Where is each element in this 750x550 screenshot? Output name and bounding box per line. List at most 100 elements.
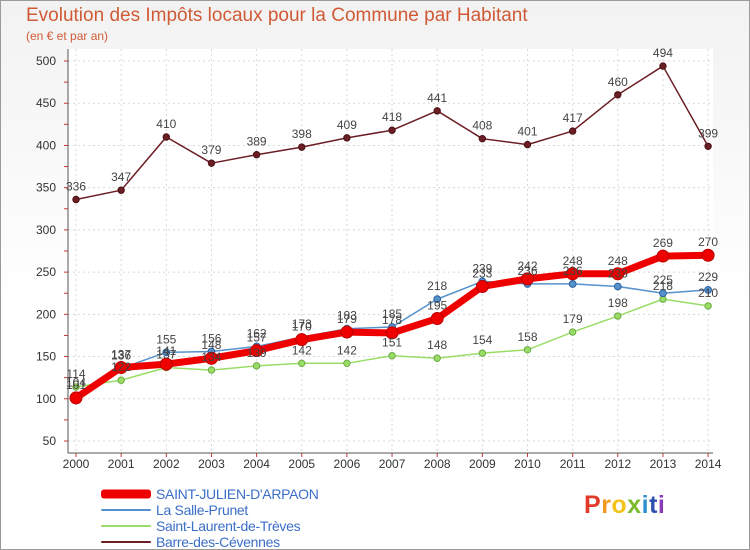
data-label-saint-julien-d-arpaon: 170	[292, 320, 312, 334]
x-tick-label: 2005	[288, 457, 315, 471]
plot-background	[68, 49, 713, 453]
y-tick-label: 150	[36, 350, 56, 364]
data-point-saint-laurent-de-treves	[614, 312, 622, 320]
data-point-barre-des-cevennes	[433, 107, 441, 115]
data-label-saint-laurent-de-treves: 139	[247, 346, 267, 360]
data-point-saint-julien-d-arpaon	[566, 267, 580, 281]
data-label-la-salle-prunet: 183	[337, 309, 357, 323]
data-label-la-salle-prunet: 218	[427, 279, 447, 293]
data-point-saint-julien-d-arpaon	[611, 267, 625, 281]
data-point-la-salle-prunet	[162, 348, 171, 357]
x-tick-label: 2007	[379, 457, 406, 471]
data-point-saint-julien-d-arpaon	[656, 249, 670, 263]
data-point-barre-des-cevennes	[207, 159, 216, 167]
data-point-barre-des-cevennes	[523, 140, 532, 149]
data-label-barre-des-cevennes: 418	[382, 110, 402, 124]
y-tick-label: 200	[36, 307, 56, 321]
data-point-saint-julien-d-arpaon	[701, 248, 715, 262]
series-layer	[69, 62, 715, 405]
data-label-saint-laurent-de-treves: 142	[292, 343, 312, 357]
axis-layer: 50 100 150 200 250 300 350 400 450 500 2000 2001 200…	[36, 49, 722, 471]
data-label-la-salle-prunet: 104	[66, 375, 86, 389]
data-label-saint-laurent-de-treves: 114	[66, 367, 85, 381]
y-tick-label: 100	[36, 392, 56, 406]
data-label-saint-laurent-de-treves: 122	[111, 360, 131, 374]
logo-letter: x	[627, 491, 642, 519]
data-label-saint-julien-d-arpaon: 248	[563, 254, 583, 268]
data-point-saint-laurent-de-treves	[298, 359, 306, 368]
data-label-la-salle-prunet: 233	[608, 266, 628, 280]
data-point-saint-laurent-de-treves	[252, 362, 261, 370]
data-point-saint-julien-d-arpaon	[204, 351, 218, 365]
data-label-la-salle-prunet: 173	[292, 317, 312, 331]
data-label-saint-julien-d-arpaon: 157	[247, 331, 267, 345]
data-label-barre-des-cevennes: 410	[156, 117, 176, 131]
y-tick-label: 50	[43, 434, 57, 448]
chart-title: Evolution des Impôts locaux pour la Comm…	[26, 5, 528, 26]
logo-letter: t	[649, 491, 658, 519]
data-point-saint-laurent-de-treves	[523, 346, 532, 354]
data-point-saint-julien-d-arpaon	[521, 272, 534, 286]
data-label-saint-laurent-de-treves: 198	[608, 296, 628, 310]
logo-letter: i	[641, 491, 650, 519]
data-label-saint-julien-d-arpaon: 195	[427, 299, 447, 313]
x-tick-label: 2009	[469, 457, 496, 471]
data-point-barre-des-cevennes	[72, 195, 80, 204]
y-tick-label: 350	[36, 181, 56, 195]
legend-swatch	[101, 541, 151, 543]
data-point-barre-des-cevennes	[614, 91, 622, 99]
data-label-saint-julien-d-arpaon: 101	[66, 378, 86, 392]
data-point-la-salle-prunet	[704, 285, 712, 294]
data-label-barre-des-cevennes: 408	[472, 119, 492, 133]
data-label-saint-laurent-de-treves: 148	[427, 338, 447, 352]
data-label-la-salle-prunet: 185	[382, 307, 402, 321]
data-label-la-salle-prunet: 155	[156, 332, 176, 346]
data-label-barre-des-cevennes: 401	[517, 125, 537, 139]
data-point-barre-des-cevennes	[252, 151, 261, 159]
data-point-barre-des-cevennes	[162, 133, 171, 141]
legend-label: Barre-des-Cévennes	[156, 534, 280, 550]
data-label-saint-julien-d-arpaon: 137	[111, 348, 131, 362]
data-point-saint-laurent-de-treves	[478, 349, 487, 357]
data-label-saint-laurent-de-treves: 134	[201, 350, 221, 364]
data-point-saint-julien-d-arpaon	[475, 279, 489, 293]
data-point-barre-des-cevennes	[568, 127, 577, 135]
data-point-barre-des-cevennes	[659, 62, 667, 70]
legend-swatch	[101, 525, 151, 527]
data-label-saint-julien-d-arpaon: 233	[472, 266, 492, 280]
data-point-saint-laurent-de-treves	[207, 366, 216, 374]
data-label-saint-laurent-de-treves: 218	[653, 279, 673, 293]
data-label-saint-julien-d-arpaon: 178	[382, 313, 402, 327]
proxiti-logo: Proxiti	[584, 491, 665, 520]
data-point-saint-laurent-de-treves	[72, 383, 80, 391]
data-point-barre-des-cevennes	[343, 134, 351, 142]
data-label-saint-laurent-de-treves: 179	[563, 312, 583, 326]
data-label-barre-des-cevennes: 347	[111, 170, 131, 184]
x-tick-label: 2006	[334, 457, 361, 471]
data-label-saint-laurent-de-treves: 137	[156, 348, 176, 362]
y-tick-label: 300	[36, 223, 56, 237]
legend-swatch	[101, 509, 151, 511]
data-point-barre-des-cevennes	[117, 186, 125, 194]
data-point-saint-laurent-de-treves	[343, 359, 351, 368]
data-label-la-salle-prunet: 229	[698, 270, 718, 284]
data-point-la-salle-prunet	[659, 289, 667, 298]
data-label-la-salle-prunet: 156	[201, 331, 221, 345]
y-tick-label: 450	[36, 96, 56, 110]
x-tick-label: 2010	[514, 457, 541, 471]
data-point-saint-julien-d-arpaon	[385, 326, 399, 340]
data-label-barre-des-cevennes: 409	[337, 118, 357, 132]
x-tick-label: 2003	[198, 457, 225, 471]
x-tick-label: 2014	[695, 457, 722, 471]
data-point-la-salle-prunet	[613, 282, 622, 291]
logo-letter: r	[601, 491, 612, 519]
data-label-la-salle-prunet: 239	[472, 261, 492, 275]
data-point-saint-julien-d-arpaon	[159, 357, 173, 371]
data-point-saint-julien-d-arpaon	[295, 333, 309, 347]
data-point-saint-laurent-de-treves	[117, 376, 125, 384]
data-label-barre-des-cevennes: 460	[608, 75, 628, 89]
y-tick-label: 500	[36, 54, 56, 68]
legend-label: La Salle-Prunet	[156, 502, 249, 518]
data-label-saint-julien-d-arpaon: 248	[608, 254, 628, 268]
